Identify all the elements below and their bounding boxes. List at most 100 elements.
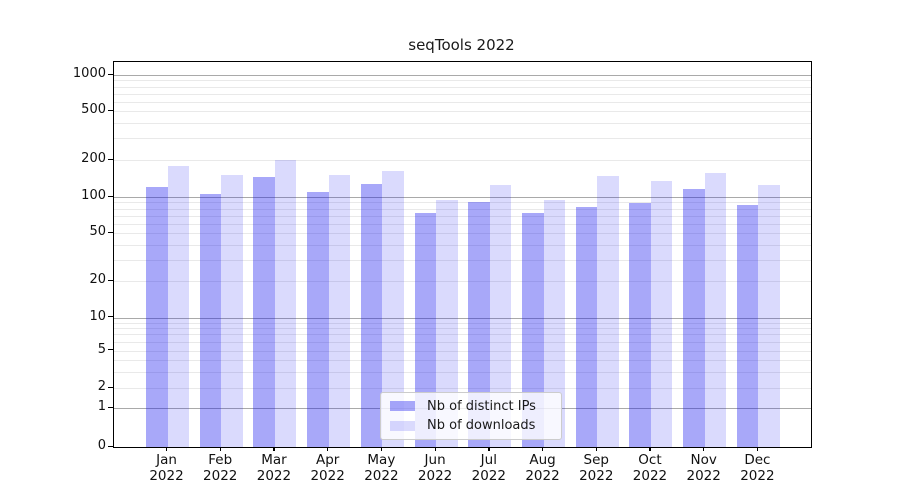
legend-item-distinct-ips: Nb of distinct IPs [390,399,552,414]
x-tick-label-jan: Jan 2022 [149,452,184,484]
bar-mar-downloads [274,160,297,447]
bar-dec-downloads [758,184,780,447]
x-tick-mark [756,447,759,451]
x-tick-mark [488,447,490,451]
gridline-minor [114,359,811,361]
bar-may-downloads [382,171,404,447]
gridline-minor [114,334,811,336]
gridline-minor [114,80,811,82]
y-tick-mark [108,158,113,160]
gridline-minor [114,202,811,204]
bar-jan-distinct-ips [146,187,168,447]
y-tick-label: 1000 [72,66,106,81]
x-tick-mark [434,447,436,451]
gridline-minor [114,388,811,390]
y-tick-mark [108,195,113,197]
x-tick-label-may: May 2022 [364,452,399,484]
x-tick-mark [595,447,597,451]
gridline-minor [114,350,811,352]
x-tick-mark [327,447,329,451]
x-tick-label-oct: Oct 2022 [632,452,668,484]
x-tick-label-jun: Jun 2022 [417,452,453,484]
bar-nov-downloads [704,172,727,447]
gridline-minor [114,371,811,373]
y-tick-label: 2 [97,379,106,395]
bar-dec-distinct-ips [736,205,759,447]
gridline-minor [114,223,811,225]
legend-swatch-downloads [390,420,415,431]
x-tick-mark [219,447,221,451]
x-tick-mark [273,447,275,451]
legend-swatch-distinct-ips [390,401,415,412]
x-tick-mark [649,447,651,451]
y-tick-mark [108,279,113,281]
plot-area: Nb of distinct IPs Nb of downloads [113,61,812,448]
bar-feb-downloads [221,175,243,447]
gridline-minor [114,101,811,103]
gridline-minor [114,122,811,124]
bar-nov-distinct-ips [683,189,705,447]
y-tick-mark [108,73,113,75]
gridline-major [114,317,811,319]
bar-oct-downloads [650,180,673,447]
x-tick-label-dec: Dec 2022 [740,452,775,484]
x-tick-label-feb: Feb 2022 [203,452,238,484]
bar-sep-distinct-ips [575,207,598,447]
y-tick-mark [108,406,113,408]
bar-jun-distinct-ips [414,212,437,447]
gridline-minor [114,160,811,161]
legend-label-downloads: Nb of downloads [427,418,536,434]
x-tick-label-nov: Nov 2022 [686,452,721,484]
bar-may-distinct-ips [360,184,383,447]
y-tick-mark [108,349,113,351]
gridline-minor [114,259,811,261]
legend-item-downloads: Nb of downloads [390,418,552,433]
y-tick-mark [108,445,113,447]
bar-jun-downloads [436,200,458,447]
bar-aug-downloads [543,200,566,447]
x-tick-label-apr: Apr 2022 [310,452,345,484]
y-tick-mark [108,386,113,388]
bar-apr-downloads [328,174,351,447]
gridline-minor [114,138,811,140]
bar-aug-distinct-ips [522,212,544,447]
gridline-minor [114,93,811,95]
bar-jul-distinct-ips [468,202,490,447]
bar-mar-distinct-ips [253,177,275,447]
gridline-minor [114,86,811,88]
y-tick-mark [108,109,113,111]
gridline-major [114,197,811,198]
bar-sep-downloads [597,176,619,447]
legend-label-distinct-ips: Nb of distinct IPs [427,398,536,414]
y-tick-label: 20 [89,272,106,287]
y-tick-label: 0 [97,438,106,453]
x-tick-label-sep: Sep 2022 [579,452,614,484]
gridline-minor [114,244,811,246]
y-tick-label: 10 [89,308,106,324]
gridline-minor [114,341,811,343]
x-tick-mark [166,447,168,451]
y-tick-label: 100 [81,188,106,203]
gridline-minor [114,322,811,324]
bar-apr-distinct-ips [307,191,329,447]
bar-jul-downloads [489,185,512,447]
y-tick-label: 1 [97,399,106,415]
gridline-minor [114,328,811,330]
bar-oct-distinct-ips [629,203,651,447]
gridline-major [114,75,811,76]
x-tick-mark [703,447,705,451]
x-tick-label-mar: Mar 2022 [256,452,292,484]
y-tick-mark [108,231,113,233]
gridline-minor [114,281,811,282]
y-tick-label: 500 [81,102,106,117]
x-tick-mark [380,447,383,451]
y-tick-mark [108,316,113,318]
legend: Nb of distinct IPs Nb of downloads [380,392,562,440]
y-tick-label: 50 [89,224,106,239]
gridline-minor [114,111,811,112]
x-tick-label-jul: Jul 2022 [471,452,506,484]
bar-feb-distinct-ips [199,194,222,447]
x-tick-label-aug: Aug 2022 [525,452,560,484]
y-tick-label: 5 [97,341,106,357]
